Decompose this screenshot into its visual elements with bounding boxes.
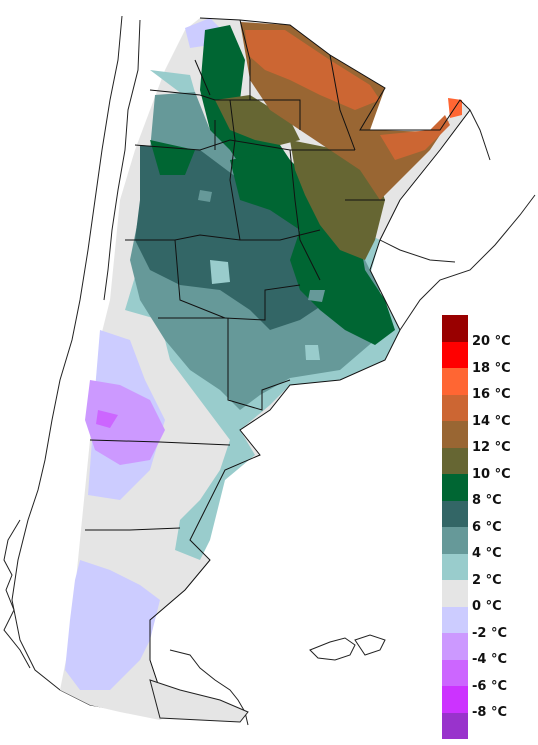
legend-swatch [442, 500, 468, 527]
legend-swatch [442, 474, 468, 501]
legend-label: 16 °C [472, 387, 511, 402]
legend-label: 2 °C [472, 572, 502, 588]
legend-label: 0 °C [472, 599, 502, 614]
legend-swatch [442, 712, 468, 739]
legend-swatch [442, 394, 468, 421]
legend-label: -2 °C [472, 625, 508, 641]
legend-swatch [442, 421, 468, 448]
legend-label: 6 °C [472, 519, 502, 535]
legend-label: -8 °C [472, 705, 508, 720]
legend-swatch [442, 315, 468, 342]
legend-label: 12 °C [472, 440, 511, 455]
uruguay-outline [379, 109, 536, 331]
legend-swatch [442, 368, 468, 395]
legend-swatch [442, 553, 468, 580]
legend-swatch [442, 527, 468, 554]
legend-label: -6 °C [472, 678, 508, 694]
malvinas-islands [309, 634, 386, 661]
legend-label: 8 °C [472, 493, 502, 508]
legend-swatch [442, 341, 468, 368]
tierra-del-fuego [149, 679, 249, 723]
legend-label: 10 °C [472, 466, 511, 482]
legend-swatch [442, 447, 468, 474]
legend-swatch [442, 659, 468, 686]
legend-swatch [442, 606, 468, 633]
province-borders [85, 17, 471, 716]
legend-label: 20 °C [472, 334, 511, 349]
legend-swatch [442, 580, 468, 607]
legend-label: 18 °C [472, 360, 511, 376]
legend-label: 14 °C [472, 413, 511, 429]
legend-label: -4 °C [472, 652, 508, 667]
argentina-fill [60, 18, 470, 720]
legend-swatch [442, 633, 468, 660]
legend-swatch [442, 686, 468, 713]
legend-label: 4 °C [472, 546, 502, 561]
